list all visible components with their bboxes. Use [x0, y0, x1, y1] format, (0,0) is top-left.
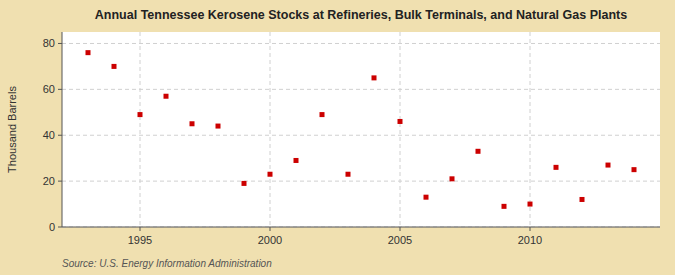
tick-y	[58, 181, 62, 182]
grid-line-x	[400, 32, 401, 227]
point	[424, 195, 429, 200]
point	[580, 197, 585, 202]
tick-label-y: 60	[43, 83, 55, 95]
point	[216, 124, 221, 129]
grid-line-x	[270, 32, 271, 227]
grid-line-y	[62, 181, 660, 182]
point	[86, 50, 91, 55]
point	[450, 176, 455, 181]
tick-label-x: 2005	[388, 234, 412, 246]
grid-line-y	[62, 43, 660, 44]
tick-label-x: 2010	[518, 234, 542, 246]
tick-label-y: 80	[43, 37, 55, 49]
tick-x	[140, 227, 141, 231]
axis-x	[62, 227, 660, 228]
tick-y	[58, 227, 62, 228]
point	[294, 158, 299, 163]
tick-y	[58, 43, 62, 44]
point	[606, 163, 611, 168]
point	[112, 64, 117, 69]
tick-label-x: 1995	[128, 234, 152, 246]
grid-line-y	[62, 227, 660, 228]
grid-line-y	[62, 135, 660, 136]
y-axis-label: Thousand Barrels	[6, 86, 18, 173]
tick-x	[400, 227, 401, 231]
axis-y	[62, 32, 63, 227]
tick-label-y: 40	[43, 129, 55, 141]
point	[190, 121, 195, 126]
point	[632, 167, 637, 172]
tick-label-y: 20	[43, 175, 55, 187]
point	[502, 204, 507, 209]
point	[528, 202, 533, 207]
tick-y	[58, 135, 62, 136]
point	[138, 112, 143, 117]
tick-x	[530, 227, 531, 231]
point	[372, 75, 377, 80]
grid-line-x	[140, 32, 141, 227]
point	[554, 165, 559, 170]
grid	[62, 32, 660, 227]
plot-area	[62, 32, 660, 227]
points	[86, 50, 637, 209]
point	[242, 181, 247, 186]
tick-x	[270, 227, 271, 231]
tick-y	[58, 89, 62, 90]
source-note: Source: U.S. Energy Information Administ…	[62, 258, 272, 269]
point	[476, 149, 481, 154]
title: Annual Tennessee Kerosene Stocks at Refi…	[95, 8, 627, 22]
grid-line-y	[62, 89, 660, 90]
point	[320, 112, 325, 117]
tick-label-x: 2000	[258, 234, 282, 246]
point	[164, 94, 169, 99]
point	[268, 172, 273, 177]
point	[398, 119, 403, 124]
point	[346, 172, 351, 177]
grid-line-x	[530, 32, 531, 227]
axes: 0 20 40 60 80 1995 2000 2005 2010	[43, 32, 660, 246]
tick-label-y: 0	[49, 221, 55, 233]
chart: 0 20 40 60 80 1995 2000 2005 2010 Annual Tennesse…	[0, 0, 675, 275]
